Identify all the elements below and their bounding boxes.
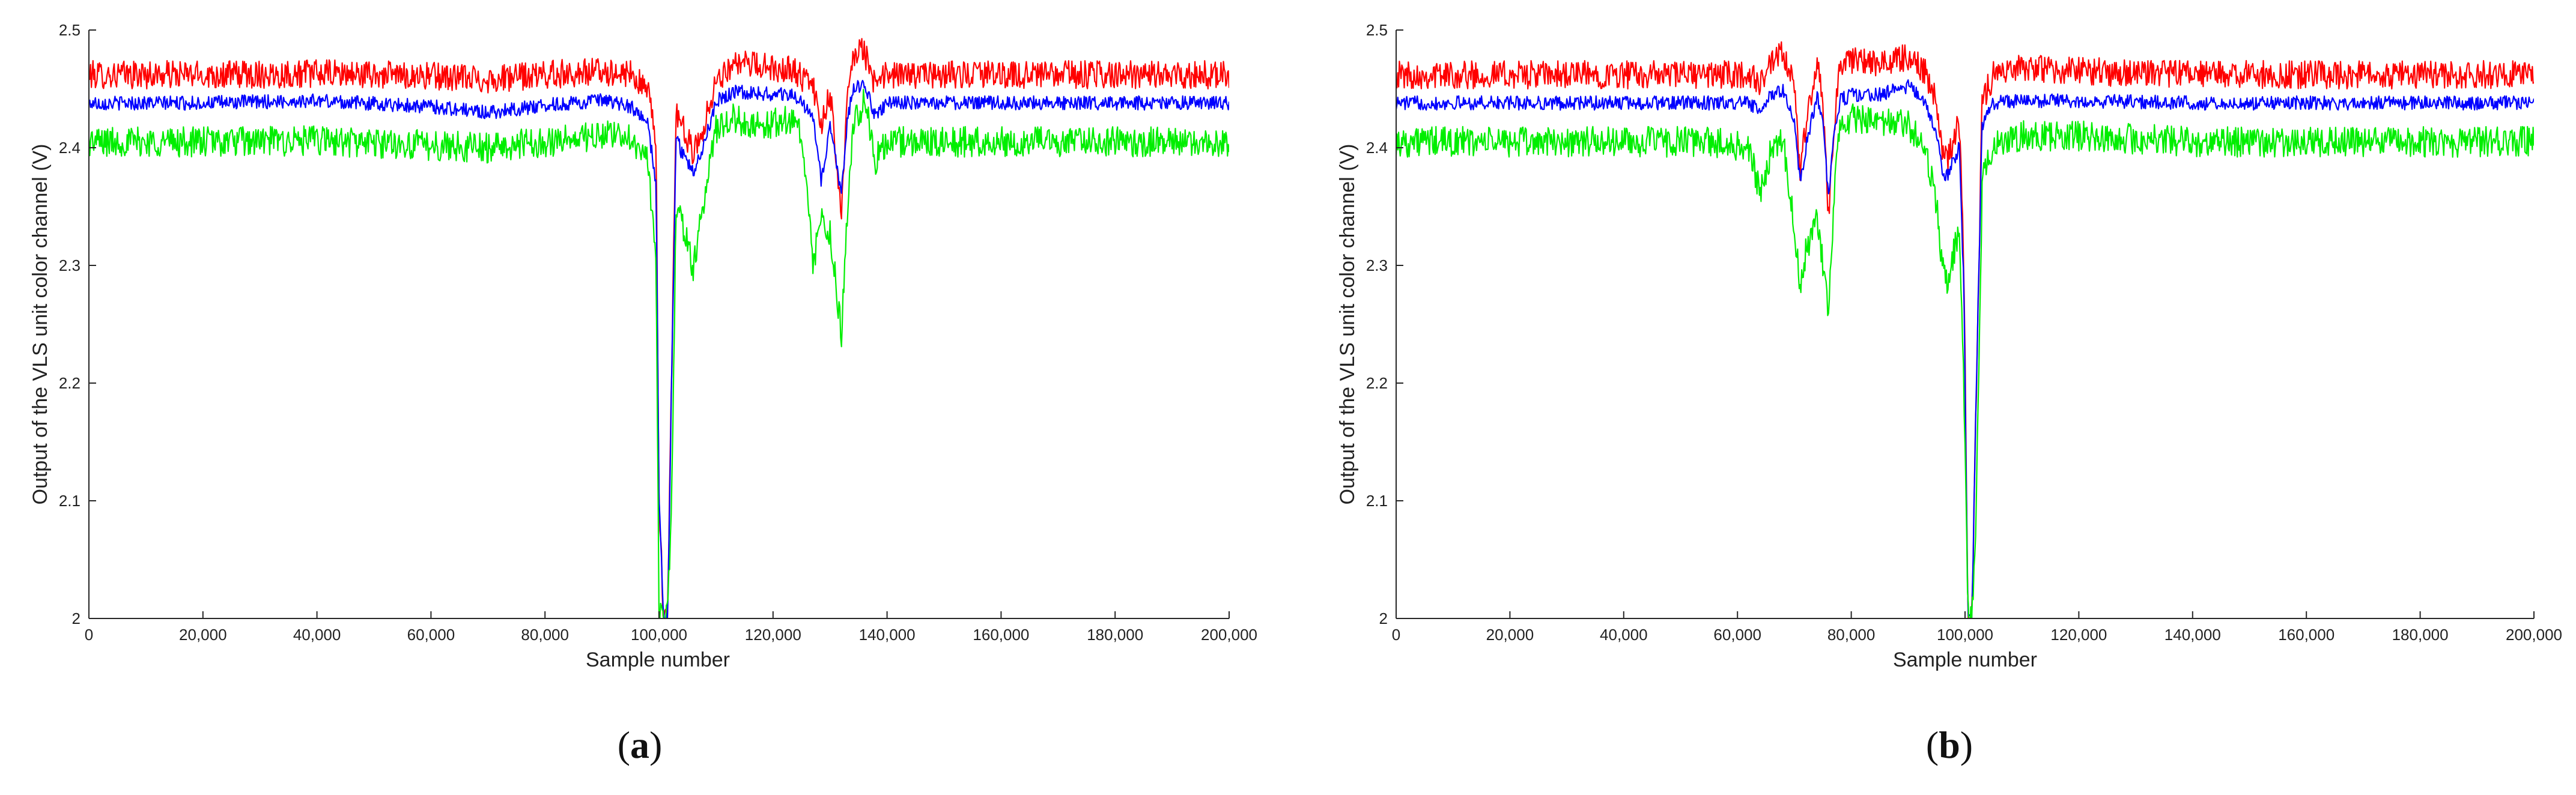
y-tick-label: 2.2 bbox=[1366, 374, 1388, 392]
x-tick-label: 200,000 bbox=[1201, 626, 1257, 644]
y-tick-label: 2.5 bbox=[59, 21, 80, 39]
panel-label-a: (a) bbox=[618, 724, 663, 766]
x-tick-label: 120,000 bbox=[745, 626, 801, 644]
y-tick-label: 2.4 bbox=[1366, 139, 1388, 157]
panel-label-b: (b) bbox=[1926, 724, 1973, 766]
y-tick-label: 2.3 bbox=[59, 256, 80, 274]
y-tick-label: 2.4 bbox=[59, 139, 80, 157]
x-tick-label: 160,000 bbox=[2278, 626, 2334, 644]
x-tick-label: 0 bbox=[85, 626, 93, 644]
axes-b: 0 20,000 40,000 60,000 80,000 100,000 120,000 1… bbox=[1366, 21, 2562, 644]
series-line-2 bbox=[1396, 79, 2534, 618]
x-tick-label: 40,000 bbox=[1600, 626, 1648, 644]
y-tick-label: 2.3 bbox=[1366, 256, 1388, 274]
series-line-3 bbox=[89, 88, 1229, 618]
x-tick-label: 20,000 bbox=[1486, 626, 1534, 644]
x-axis-title-a: Sample number bbox=[586, 648, 730, 671]
panel-label-b-letter: b bbox=[1939, 724, 1960, 766]
series-line-2 bbox=[89, 80, 1229, 618]
chart-panel-a: 0 20,000 40,000 60,000 80,000 100,000 120,000 1… bbox=[29, 21, 1257, 766]
series-line-3 bbox=[1396, 103, 2534, 618]
x-axis-title-b: Sample number bbox=[1893, 648, 2037, 671]
y-tick-label: 2.1 bbox=[59, 492, 80, 510]
x-tick-label: 120,000 bbox=[2050, 626, 2107, 644]
x-tick-label: 100,000 bbox=[1937, 626, 1993, 644]
y-tick-label: 2 bbox=[72, 609, 80, 627]
x-tick-label: 160,000 bbox=[973, 626, 1029, 644]
x-tick-label: 0 bbox=[1392, 626, 1400, 644]
y-axis-title-a: Output of the VLS unit color channel (V) bbox=[29, 144, 52, 504]
y-axis-title-b: Output of the VLS unit color channel (V) bbox=[1336, 144, 1359, 504]
y-tick-label: 2 bbox=[1379, 609, 1388, 627]
x-tick-label: 200,000 bbox=[2506, 626, 2562, 644]
x-tick-label: 180,000 bbox=[2392, 626, 2449, 644]
y-tick-label: 2.1 bbox=[1366, 492, 1388, 510]
x-tick-label: 40,000 bbox=[293, 626, 341, 644]
x-tick-label: 20,000 bbox=[179, 626, 227, 644]
panel-label-a-letter: a bbox=[630, 724, 649, 766]
y-tick-label: 2.5 bbox=[1366, 21, 1388, 39]
x-tick-label: 140,000 bbox=[859, 626, 916, 644]
x-tick-label: 80,000 bbox=[1827, 626, 1876, 644]
x-tick-label: 80,000 bbox=[521, 626, 569, 644]
x-tick-label: 140,000 bbox=[2164, 626, 2221, 644]
series-layer-a bbox=[89, 38, 1229, 618]
x-tick-label: 60,000 bbox=[1713, 626, 1761, 644]
x-tick-label: 180,000 bbox=[1087, 626, 1143, 644]
x-tick-label: 60,000 bbox=[407, 626, 455, 644]
x-tick-label: 100,000 bbox=[631, 626, 687, 644]
series-layer-b bbox=[1396, 41, 2534, 618]
axes-a: 0 20,000 40,000 60,000 80,000 100,000 120,000 1… bbox=[59, 21, 1257, 644]
chart-panel-b: 0 20,000 40,000 60,000 80,000 100,000 120,000 1… bbox=[1336, 21, 2562, 766]
y-tick-label: 2.2 bbox=[59, 374, 80, 392]
